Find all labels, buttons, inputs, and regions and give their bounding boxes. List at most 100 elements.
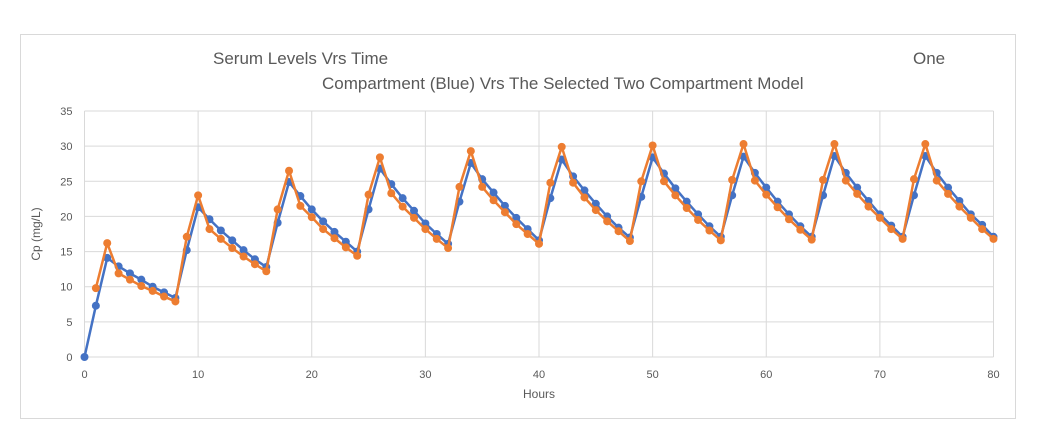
data-point-marker: [500, 201, 509, 210]
data-point-marker: [500, 208, 509, 217]
data-point-marker: [716, 236, 725, 245]
data-point-marker: [364, 190, 373, 199]
data-point-marker: [739, 140, 748, 149]
data-point-marker: [341, 237, 350, 246]
data-point-marker: [591, 206, 600, 215]
data-point-marker: [659, 177, 668, 186]
data-point-marker: [864, 202, 873, 211]
x-axis-label: Hours: [522, 387, 556, 401]
data-point-marker: [830, 140, 839, 149]
data-point-marker: [125, 275, 134, 284]
data-point-marker: [580, 193, 589, 202]
data-point-marker: [773, 203, 782, 212]
data-point-marker: [841, 176, 850, 185]
data-point-marker: [285, 166, 294, 175]
data-point-marker: [307, 205, 316, 214]
data-point-marker: [91, 301, 100, 310]
data-point-marker: [103, 239, 112, 248]
data-point-marker: [557, 155, 566, 164]
data-point-marker: [91, 284, 100, 293]
y-tick-label: 30: [60, 141, 72, 153]
x-tick-label: 40: [533, 369, 545, 381]
data-point-marker: [421, 225, 430, 234]
data-point-marker: [353, 251, 362, 260]
data-point-marker: [944, 189, 953, 198]
data-point-marker: [853, 183, 862, 192]
data-point-marker: [228, 236, 237, 245]
data-point-marker: [182, 232, 191, 241]
data-point-marker: [887, 225, 896, 234]
data-point-marker: [762, 183, 771, 192]
data-point-marker: [273, 205, 282, 214]
x-tick-label: 10: [192, 369, 204, 381]
data-point-marker: [489, 196, 498, 205]
series-two-compartment: [91, 140, 998, 306]
data-point-marker: [819, 175, 828, 184]
chart-title-line2: Compartment (Blue) Vrs The Selected Two …: [322, 74, 804, 93]
data-point-marker: [512, 220, 521, 229]
data-point-marker: [682, 197, 691, 206]
data-point-marker: [875, 213, 884, 222]
axis-ticks: 0 5 10 15 20 25 30 35 0 10 20 30 40 50 60 70 80: [60, 106, 999, 381]
data-point-marker: [898, 234, 907, 243]
data-point-marker: [341, 243, 350, 252]
data-point-marker: [921, 140, 930, 149]
data-point-marker: [455, 182, 464, 191]
data-point-marker: [410, 206, 419, 215]
data-point-marker: [330, 234, 339, 243]
data-point-marker: [444, 244, 453, 253]
x-tick-label: 20: [306, 369, 318, 381]
data-point-marker: [478, 182, 487, 191]
data-point-marker: [398, 194, 407, 203]
x-tick-label: 60: [760, 369, 772, 381]
data-point-marker: [796, 225, 805, 234]
data-point-marker: [978, 225, 987, 234]
data-point-marker: [637, 177, 646, 186]
data-point-marker: [80, 353, 89, 361]
data-point-marker: [148, 286, 157, 295]
data-point-marker: [625, 237, 634, 246]
data-point-marker: [216, 226, 225, 235]
data-point-marker: [330, 227, 339, 236]
data-point-marker: [398, 202, 407, 211]
gridlines: [84, 110, 994, 358]
y-tick-label: 5: [66, 317, 72, 329]
data-point-marker: [114, 269, 123, 278]
data-point-marker: [125, 269, 134, 278]
data-point-marker: [546, 178, 555, 187]
y-tick-label: 25: [60, 176, 72, 188]
x-tick-label: 70: [874, 369, 886, 381]
data-point-marker: [432, 234, 441, 243]
data-point-marker: [750, 176, 759, 185]
chart-title-line1: Serum Levels Vrs Time: [213, 49, 389, 68]
data-point-marker: [989, 234, 998, 243]
data-point-marker: [557, 142, 566, 151]
data-point-marker: [932, 176, 941, 185]
chart-title-line1-right: One: [913, 49, 946, 68]
data-point-marker: [307, 213, 316, 222]
data-point-marker: [205, 225, 214, 234]
data-point-marker: [410, 213, 419, 222]
data-point-marker: [580, 186, 589, 195]
y-tick-label: 35: [60, 106, 72, 118]
data-point-marker: [966, 213, 975, 222]
data-point-marker: [250, 260, 259, 269]
data-point-marker: [728, 175, 737, 184]
x-tick-label: 50: [647, 369, 659, 381]
data-point-marker: [239, 252, 248, 261]
data-series: [80, 140, 998, 361]
data-point-marker: [591, 199, 600, 208]
y-tick-label: 20: [60, 211, 72, 223]
x-tick-label: 0: [81, 369, 87, 381]
data-point-marker: [319, 217, 328, 226]
data-point-marker: [387, 189, 396, 198]
data-point-marker: [137, 275, 146, 284]
y-tick-label: 15: [60, 247, 72, 259]
data-point-marker: [762, 190, 771, 199]
data-point-marker: [296, 201, 305, 210]
data-point-marker: [955, 202, 964, 211]
data-point-marker: [228, 244, 237, 253]
data-point-marker: [512, 213, 521, 222]
data-point-marker: [194, 191, 203, 200]
